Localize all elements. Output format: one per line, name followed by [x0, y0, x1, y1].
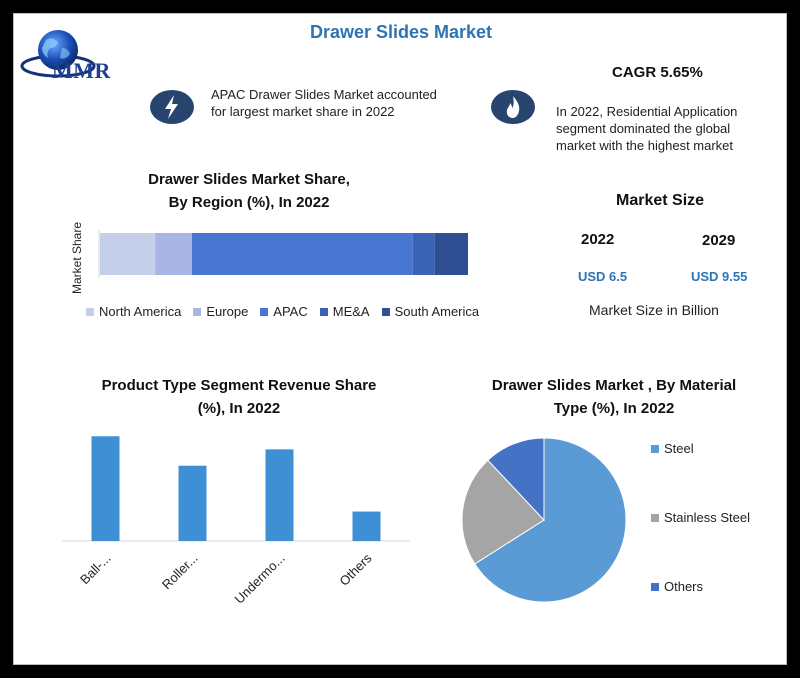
- product-chart-title: Product Type Segment Revenue Share (%), …: [84, 374, 394, 420]
- note-left-line: APAC Drawer Slides Market accounted: [211, 87, 437, 102]
- region-segment-4: [434, 233, 468, 275]
- region-legend-label: South America: [394, 304, 480, 319]
- material-legend-item: Others: [651, 579, 703, 594]
- note-left: APAC Drawer Slides Market accounted for …: [211, 86, 437, 120]
- region-title-line: Drawer Slides Market Share,: [148, 171, 350, 188]
- note-right-badge: [491, 90, 535, 124]
- product-title-line: (%), In 2022: [197, 400, 281, 417]
- material-chart-title: Drawer Slides Market , By Material Type …: [469, 374, 759, 420]
- cagr-label: CAGR 5.65%: [612, 64, 703, 81]
- note-left-badge: [150, 90, 194, 124]
- value-2022: USD 6.5: [578, 269, 628, 284]
- flame-icon: [506, 96, 520, 118]
- material-title-line: Drawer Slides Market , By Material: [491, 377, 737, 394]
- legend-swatch: [651, 513, 659, 522]
- region-ylabel: Market Share: [70, 221, 84, 294]
- product-bar-1: [178, 465, 207, 541]
- material-legend-item: Steel: [651, 441, 694, 456]
- market-size-title: Market Size: [616, 192, 705, 209]
- product-tick-label-1: Roller...: [159, 551, 201, 593]
- product-bar-0: [91, 436, 120, 541]
- logo-text: MMR: [52, 58, 111, 83]
- globe-icon: [20, 30, 96, 78]
- product-bar-chart: Ball-... Roller... Undermo... Others: [62, 436, 410, 607]
- legend-swatch: [381, 307, 390, 316]
- product-tick-label-0: Ball-...: [77, 551, 114, 588]
- product-tick-label-3: Others: [336, 550, 375, 589]
- pie-slice-0: [474, 437, 627, 603]
- product-title-line: Product Type Segment Revenue Share: [101, 377, 377, 394]
- value-2029: USD 9.55: [691, 269, 748, 284]
- region-legend-item: ME&A: [319, 304, 370, 319]
- region-legend-item: North America: [86, 304, 181, 319]
- region-chart-title: Drawer Slides Market Share, By Region (%…: [104, 168, 394, 214]
- region-legend: North America Europe APAC ME&A South America: [86, 304, 526, 319]
- legend-swatch: [319, 307, 328, 316]
- legend-swatch: [651, 444, 659, 453]
- material-legend: Steel Stainless Steel Others: [651, 441, 781, 601]
- lightning-icon: [165, 95, 178, 119]
- material-pie-chart: [461, 437, 627, 603]
- region-segment-3: [412, 233, 435, 275]
- material-legend-item: Stainless Steel: [651, 510, 750, 525]
- year-2022: 2022: [581, 231, 615, 248]
- market-size-caption: Market Size in Billion: [589, 302, 719, 318]
- product-tick-label-2: Undermo...: [232, 551, 288, 607]
- region-stacked-bar: [98, 230, 468, 278]
- region-legend-label: APAC: [273, 304, 308, 319]
- legend-swatch: [260, 307, 269, 316]
- legend-swatch: [651, 582, 659, 591]
- region-legend-label: North America: [99, 304, 182, 319]
- pie-slice-1: [461, 459, 545, 565]
- note-right-line: market with the highest market: [556, 138, 734, 153]
- region-legend-item: South America: [381, 304, 480, 319]
- region-legend-item: Europe: [193, 304, 248, 319]
- legend-swatch: [193, 307, 202, 316]
- infographic-frame: Drawer Slides Market MMR APAC Drawer Sli…: [13, 13, 787, 665]
- region-legend-label: ME&A: [332, 304, 370, 319]
- region-legend-item: APAC: [260, 304, 308, 319]
- material-title-line: Type (%), In 2022: [553, 400, 675, 417]
- note-left-line: for largest market share in 2022: [211, 104, 395, 119]
- region-segment-0: [100, 233, 156, 275]
- region-legend-label: Europe: [206, 304, 249, 319]
- note-right: In 2022, Residential Application segment…: [556, 103, 760, 154]
- year-2029: 2029: [702, 232, 736, 249]
- legend-swatch: [86, 307, 94, 316]
- note-right-line: In 2022, Residential Application: [556, 104, 738, 119]
- material-legend-label: Stainless Steel: [664, 510, 750, 525]
- material-legend-label: Steel: [664, 441, 694, 456]
- page-title: Drawer Slides Market: [309, 22, 493, 42]
- region-segment-1: [155, 233, 192, 275]
- pie-slice-2: [487, 437, 545, 522]
- region-title-line: By Region (%), In 2022: [168, 194, 330, 211]
- note-right-line: segment dominated the global: [556, 121, 731, 136]
- material-legend-label: Others: [664, 579, 704, 594]
- region-segment-2: [192, 233, 413, 275]
- product-bar-3: [352, 511, 381, 541]
- product-bar-2: [265, 449, 294, 541]
